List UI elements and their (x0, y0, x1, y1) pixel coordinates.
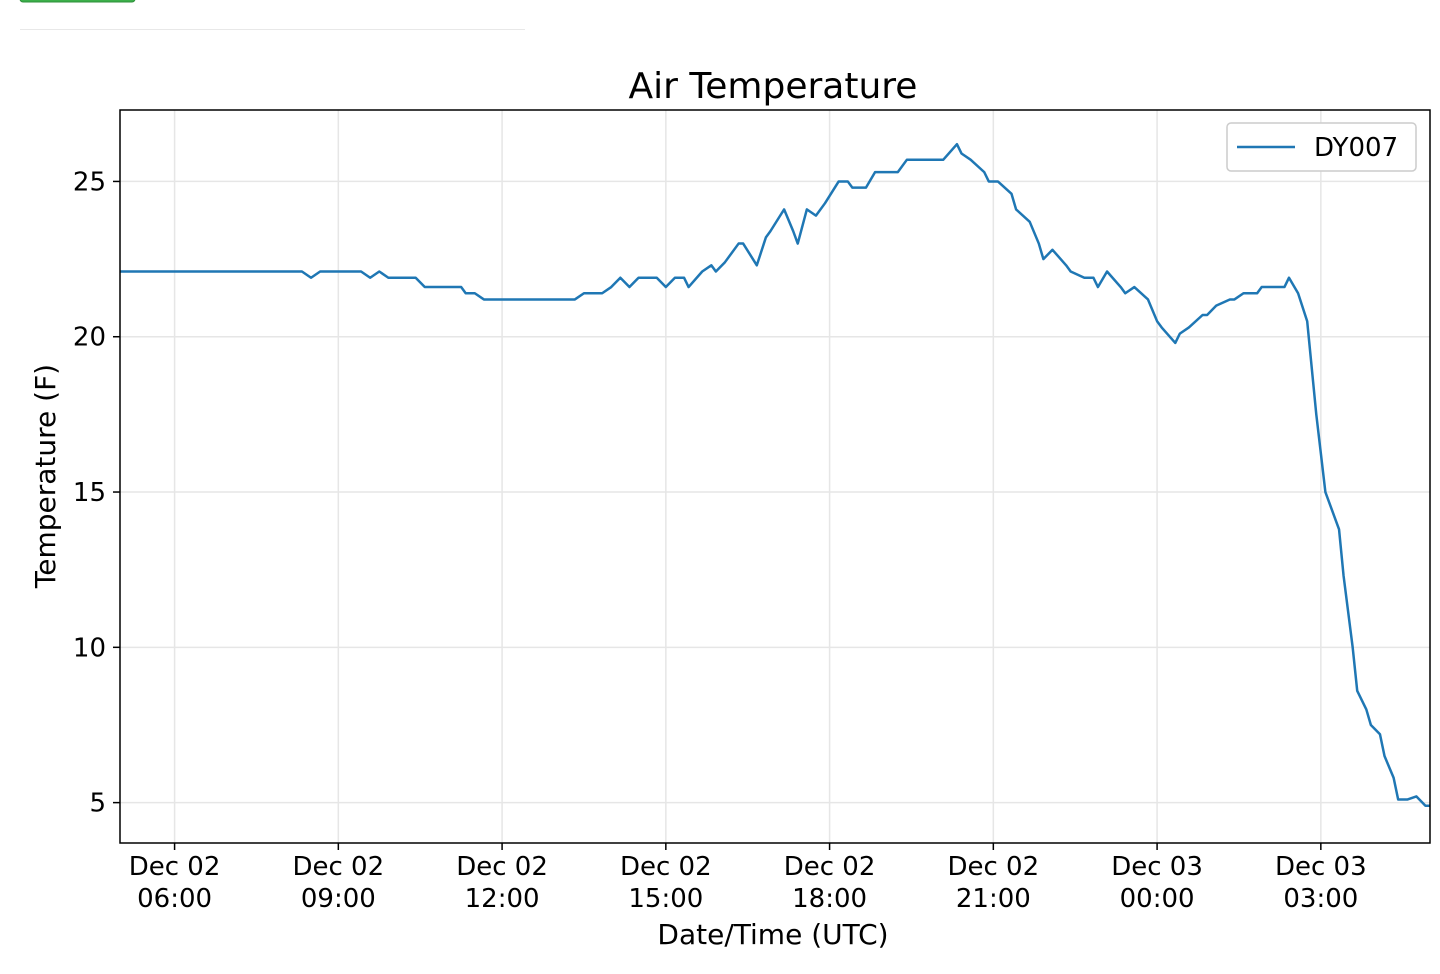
chart-title: Air Temperature (629, 66, 918, 107)
x-tick-label: Dec 02 21:00 (947, 852, 1039, 914)
y-tick-label: 25 (73, 167, 106, 197)
x-tick-label: Dec 02 06:00 (129, 852, 221, 914)
x-tick-label: Dec 02 18:00 (784, 852, 876, 914)
x-tick-label: Dec 02 12:00 (456, 852, 548, 914)
x-axis-label: Date/Time (UTC) (657, 918, 888, 951)
data-line (120, 142, 1430, 807)
legend-label: DY007 (1314, 133, 1398, 163)
y-tick-label: 10 (73, 633, 106, 663)
plot-frame (119, 109, 1431, 844)
y-tick-label: 5 (89, 789, 106, 819)
x-tick-label: Dec 02 15:00 (620, 852, 712, 914)
y-tick-label: 15 (73, 478, 106, 508)
x-tick-label: Dec 02 09:00 (292, 852, 384, 914)
x-tick-label: Dec 03 03:00 (1275, 852, 1367, 914)
y-axis-label: Temperature (F) (29, 364, 62, 589)
legend: DY007 (1226, 122, 1417, 172)
x-tick-label: Dec 03 00:00 (1111, 852, 1203, 914)
button[interactable] (19, 0, 136, 3)
plot: 5 10 15 20 25 Dec 02 06:00 Dec 02 09:00 Dec 02 12:… (73, 109, 1431, 914)
y-tick-label: 20 (73, 323, 106, 353)
legend-box (1226, 122, 1417, 172)
